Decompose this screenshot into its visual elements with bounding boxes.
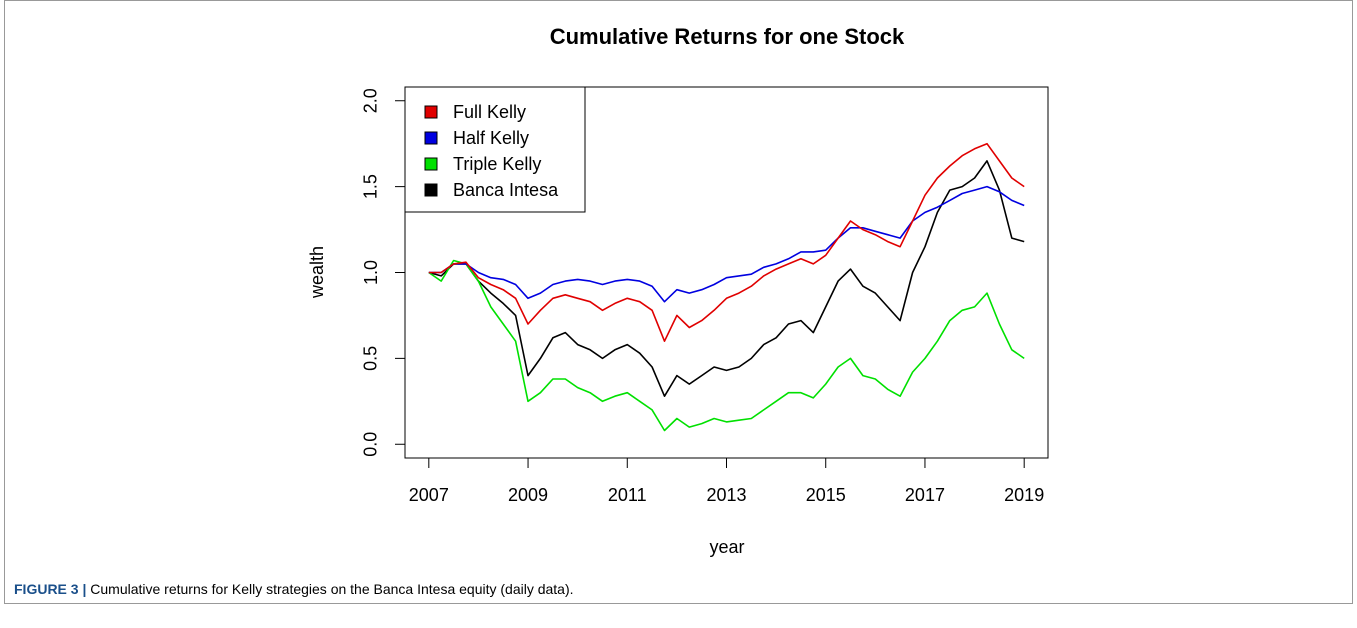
caption: FIGURE 3 | Cumulative returns for Kelly …: [14, 581, 574, 597]
x-tick-label: 2009: [508, 485, 548, 505]
series-line: [428, 185, 1025, 303]
x-axis-label: year: [709, 537, 744, 557]
series-line: [428, 259, 1025, 432]
x-tick-label: 2017: [905, 485, 945, 505]
y-tick-label: 1.0: [361, 260, 381, 285]
y-tick-label: 0.0: [361, 432, 381, 457]
series-line: [428, 142, 1025, 342]
y-tick-label: 0.5: [361, 346, 381, 371]
chart-title: Cumulative Returns for one Stock: [550, 24, 905, 49]
legend-label: Banca Intesa: [453, 180, 559, 200]
legend-swatch: [424, 131, 438, 145]
caption-label: FIGURE 3 |: [14, 581, 86, 597]
y-tick-label: 2.0: [361, 88, 381, 113]
figure-border: [4, 0, 1353, 604]
legend-swatch: [424, 105, 438, 119]
x-tick-label: 2015: [806, 485, 846, 505]
legend-swatch: [424, 157, 438, 171]
x-tick-label: 2007: [409, 485, 449, 505]
legend-label: Triple Kelly: [453, 154, 541, 174]
y-axis-label: wealth: [307, 246, 327, 299]
legend-swatch: [424, 183, 438, 197]
x-tick-label: 2019: [1004, 485, 1044, 505]
x-tick-label: 2013: [706, 485, 746, 505]
series-line: [428, 160, 1025, 397]
x-tick-label: 2011: [608, 485, 647, 505]
y-tick-label: 1.5: [361, 174, 381, 199]
legend-label: Half Kelly: [453, 128, 529, 148]
legend-label: Full Kelly: [453, 102, 526, 122]
caption-text: Cumulative returns for Kelly strategies …: [90, 581, 573, 597]
